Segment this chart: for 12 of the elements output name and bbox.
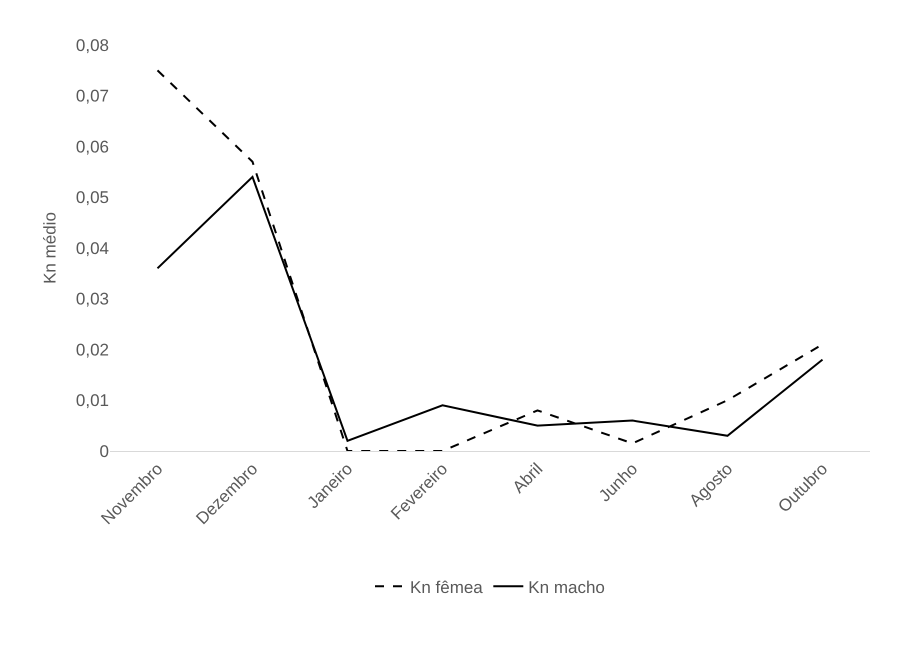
y-tick-label: 0 xyxy=(100,442,109,461)
y-axis-title: Kn médio xyxy=(40,212,60,284)
y-tick-label: 0,06 xyxy=(76,137,109,156)
y-tick-label: 0,01 xyxy=(76,391,109,410)
y-tick-label: 0,04 xyxy=(76,238,109,258)
y-tick-label: 0,07 xyxy=(76,86,109,106)
y-tick-label: 0,03 xyxy=(76,290,109,309)
y-tick-label: 0,02 xyxy=(76,340,109,360)
legend-label: Kn macho xyxy=(528,578,605,597)
legend-label: Kn fêmea xyxy=(410,578,484,597)
y-tick-label: 0,05 xyxy=(76,188,109,208)
y-tick-label: 0,08 xyxy=(76,36,109,55)
